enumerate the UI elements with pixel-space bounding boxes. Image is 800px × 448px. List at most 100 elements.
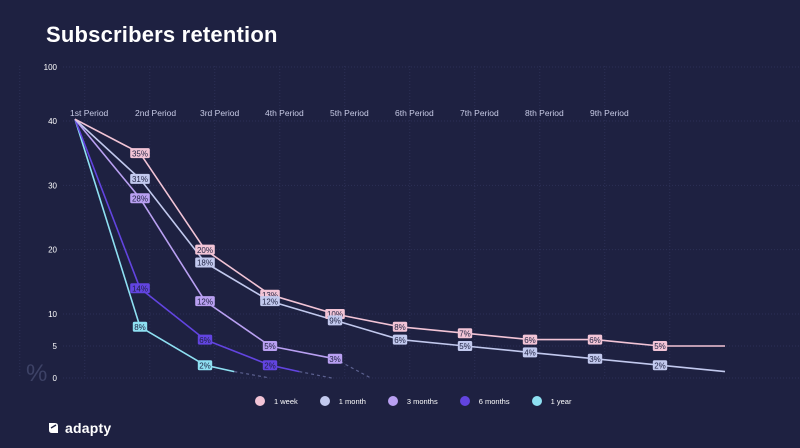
data-label-box [130,148,150,159]
data-label: 35% [130,148,150,158]
data-label-box [195,244,215,255]
data-label-text: 12% [197,297,213,306]
data-label-box [327,353,343,364]
legend-label: 3 months [406,396,438,406]
legend-swatch [459,396,470,406]
x-tick-label: 3rd Period [200,108,239,118]
data-label-text: 2% [199,361,211,370]
data-label-box [457,328,473,339]
legend-item-1-month: 1 month [319,396,366,406]
x-tick-label: 4th Period [265,108,304,118]
data-label-text: 12% [262,297,278,306]
data-label-box [260,296,280,307]
data-label-text: 2% [264,361,276,370]
data-label-box [262,341,278,351]
legend-item-1-week: 1 week [255,396,298,406]
page-title: Subscribers retention [46,22,278,47]
y-tick-label: 5 [53,342,58,351]
data-label-box [132,321,148,332]
series-projection-6-months [299,371,332,379]
data-label-text: 13% [262,291,278,300]
data-label-box [130,283,150,294]
series-line-1-week [74,118,725,347]
data-label-text: 28% [132,194,148,203]
data-label-text: 5% [459,342,471,351]
x-tick-label: 6th Period [395,108,434,118]
data-label-text: 20% [197,246,213,255]
grid [19,66,800,379]
data-label-box [197,360,213,371]
adapty-logo-icon [49,423,58,433]
data-label-text: 6% [199,336,211,345]
data-label-box [130,173,150,184]
data-label: 6% [197,334,213,345]
data-label-text: 10% [327,310,343,319]
data-label-box [392,321,408,332]
y-tick-label: 0 [53,374,58,383]
y-axis-label: % [26,360,47,387]
legend-swatch [255,396,265,406]
data-label: 4% [522,347,538,358]
data-label: 14% [130,283,150,293]
data-label-box [522,334,538,345]
series-projection-1-year [234,371,271,379]
data-label-text: 4% [524,349,536,358]
brand-name: adapty [65,420,112,436]
legend-swatch [531,396,542,406]
data-label-text: 6% [589,336,601,345]
data-label-box [262,360,278,371]
data-label: 9% [327,315,343,326]
x-tick-label: 1st Period [70,108,109,118]
y-tick-label: 20 [48,246,57,255]
y-tick-label: 30 [48,181,57,190]
data-label-box [652,360,668,371]
y-tick-label: 40 [48,117,57,126]
data-label-box [587,353,603,364]
legend-label: 6 months [478,396,510,406]
data-label: 28% [130,193,150,203]
x-tick-label: 8th Period [525,108,564,118]
data-label-text: 2% [654,361,666,370]
data-label-text: 7% [459,329,471,338]
data-label: 3% [327,353,343,364]
series-line-6-months [74,118,300,373]
data-label-box [195,257,215,268]
data-label-box [587,334,603,345]
data-label-box [457,341,473,351]
data-label-text: 3% [589,355,601,364]
data-label-text: 18% [197,259,213,268]
data-label: 2% [652,360,668,371]
data-label-text: 31% [132,175,148,184]
legend-item-3-months: 3 months [387,396,438,406]
legend-swatch [387,396,398,406]
data-label: 6% [522,334,538,345]
data-label-text: 14% [132,284,148,293]
data-label: 12% [260,296,280,306]
data-label-text: 6% [524,336,536,345]
data-label: 6% [392,334,408,345]
data-label-text: 35% [132,149,148,158]
legend-item-6-months: 6 months [459,396,510,406]
data-label-box [130,193,150,204]
legend-item-1-year: 1 year [531,396,571,406]
data-label: 3% [587,353,603,364]
data-label-text: 9% [329,317,341,326]
data-label: 2% [197,360,213,371]
series-line-1-month [74,118,726,373]
data-label: 5% [457,341,473,351]
legend-swatch [319,396,330,406]
data-label: 18% [195,257,215,268]
legend-label: 1 week [274,396,298,406]
data-label-box [327,315,343,326]
data-label-text: 5% [654,342,666,351]
y-tick-label: 10 [48,310,57,319]
series-line-1-year [74,118,235,373]
x-tick-label: 2nd Period [135,108,176,118]
legend-label: 1 month [338,396,366,406]
y-tick-label: 100 [44,63,58,72]
data-label-box [652,341,668,351]
data-label: 5% [652,341,668,351]
data-label: 8% [132,321,148,332]
